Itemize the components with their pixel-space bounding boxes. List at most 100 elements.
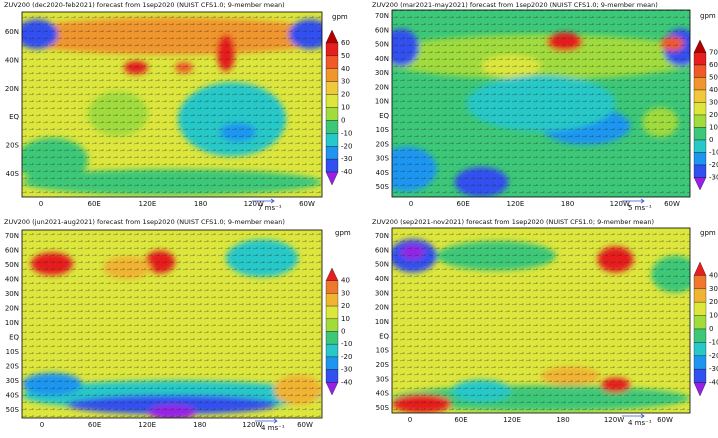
- map-frame: [21, 229, 323, 419]
- lat-label: 50N: [375, 261, 389, 269]
- colorbar-tick-label: -40: [341, 378, 352, 386]
- lat-label: 40S: [376, 390, 390, 398]
- lat-label: 60N: [5, 28, 19, 36]
- lat-label: 50S: [6, 406, 20, 414]
- lat-label: 40N: [375, 55, 389, 63]
- lon-label: 60W: [664, 200, 680, 208]
- reference-vector: [252, 198, 275, 204]
- colorbar-segment: [325, 133, 339, 147]
- lat-label: 20S: [6, 142, 20, 150]
- panel-title: ZUV200 (sep2021-nov2021) forecast from 1…: [372, 218, 654, 226]
- lon-label: 120E: [139, 200, 157, 208]
- colorbar-segment: [693, 52, 707, 66]
- colorbar-segment: [325, 81, 339, 95]
- colorbar-tick-label: 10: [341, 104, 350, 112]
- lat-label: 10N: [375, 98, 389, 106]
- lat-label: 50N: [5, 261, 19, 269]
- colorbar-segment: [693, 288, 707, 303]
- reference-vector: [622, 198, 645, 204]
- lat-label: 30S: [6, 377, 20, 385]
- colorbar-segment: [325, 55, 339, 69]
- colorbar-segment: [325, 171, 339, 186]
- colorbar-tick-label: 50: [709, 74, 718, 82]
- field: [22, 12, 322, 197]
- colorbar-tick-label: 60: [341, 39, 350, 47]
- lon-label: 120E: [138, 421, 156, 429]
- lat-label: 20S: [6, 363, 20, 371]
- lat-label: 50S: [376, 183, 390, 191]
- colorbar-tick-label: 0: [709, 136, 713, 144]
- lon-label: 180: [561, 200, 574, 208]
- colorbar-segment: [693, 261, 707, 276]
- colorbar-tick-label: 30: [341, 78, 350, 86]
- lat-label: 40N: [375, 275, 389, 283]
- colorbar-segment: [325, 29, 339, 44]
- colorbar-segment: [325, 159, 339, 173]
- lon-label: 180: [194, 200, 207, 208]
- lat-label: 20N: [5, 85, 19, 93]
- lon-label: 0: [409, 200, 413, 208]
- map-frame: [21, 11, 323, 198]
- colorbar-segment: [693, 152, 707, 166]
- lon-label: 180: [556, 416, 569, 424]
- colorbar-segment: [325, 107, 339, 121]
- colorbar-segment: [693, 275, 707, 289]
- lat-label: 40S: [376, 169, 390, 177]
- lon-label: 60E: [454, 416, 467, 424]
- field: [392, 228, 690, 413]
- colorbar-tick-label: 10: [341, 315, 350, 323]
- lat-label: 30N: [375, 289, 389, 297]
- reference-vector-label: 4 ms⁻¹: [628, 419, 652, 427]
- colorbar-tick-label: -10: [709, 149, 718, 157]
- colorbar-tick-label: 40: [341, 277, 350, 285]
- lat-label: 60N: [5, 247, 19, 255]
- colorbar-segment: [325, 42, 339, 56]
- reference-vector-label: 7 ms⁻¹: [258, 204, 282, 212]
- colorbar-segment: [693, 127, 707, 141]
- lat-label: 30N: [5, 290, 19, 298]
- lat-label: EQ: [379, 112, 389, 120]
- colorbar-tick-label: 20: [341, 91, 350, 99]
- map-frame: [391, 9, 691, 198]
- lat-label: 60N: [375, 246, 389, 254]
- lat-label: 70N: [375, 232, 389, 240]
- panel-title: ZUV200 (dec2020-feb2021) forecast from 1…: [4, 1, 285, 9]
- lon-label: 120W: [610, 200, 630, 208]
- colorbar-tick-label: 40: [709, 86, 718, 94]
- lon-label: 120W: [242, 421, 262, 429]
- colorbar-segment: [693, 102, 707, 116]
- colorbar-tick-label: -30: [341, 155, 352, 163]
- field: [392, 10, 690, 197]
- colorbar-tick-label: -20: [341, 142, 352, 150]
- reference-vector-label: 4 ms⁻¹: [261, 424, 285, 432]
- wind-vectors: [392, 10, 690, 197]
- lat-label: 10S: [376, 347, 390, 355]
- lat-label: 10S: [376, 126, 390, 134]
- colorbar-tick-label: 20: [709, 111, 718, 119]
- colorbar-segment: [693, 382, 707, 397]
- colorbar-tick-label: 50: [341, 52, 350, 60]
- lon-label: 60E: [457, 200, 470, 208]
- colorbar-tick-label: 0: [341, 116, 345, 124]
- colorbar-segment: [325, 68, 339, 82]
- colorbar-segment: [325, 94, 339, 108]
- lat-label: 70N: [5, 232, 19, 240]
- lat-label: 60N: [375, 26, 389, 34]
- colorbar-segment: [325, 305, 339, 319]
- reference-vector: [622, 413, 645, 419]
- colorbar-tick-label: 20: [709, 298, 718, 306]
- colorbar-segment: [693, 369, 707, 383]
- colorbar-segment: [693, 64, 707, 78]
- colorbar-tick-label: -30: [709, 365, 718, 373]
- lon-label: 60W: [657, 416, 673, 424]
- colorbar-tick-label: 70: [709, 49, 718, 57]
- colorbar-unit: gpm: [335, 229, 351, 237]
- colorbar-segment: [693, 77, 707, 91]
- colorbar-segment: [325, 369, 339, 383]
- colorbar-segment: [693, 164, 707, 178]
- lon-label: 60W: [297, 421, 313, 429]
- colorbar-tick-label: -20: [709, 161, 718, 169]
- colorbar-tick-label: 10: [709, 312, 718, 320]
- lon-label: 0: [408, 416, 412, 424]
- wind-vectors: [392, 228, 690, 413]
